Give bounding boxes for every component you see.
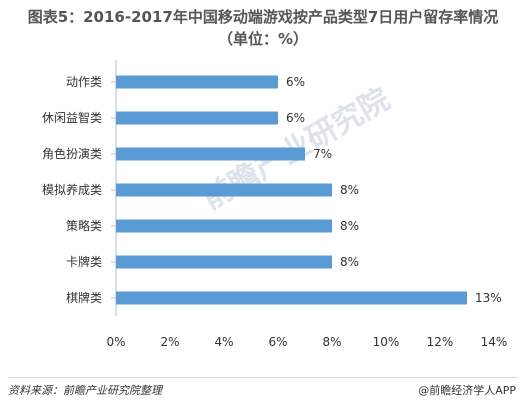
bar [116, 75, 278, 89]
bar [116, 183, 332, 197]
footer-brand: @前瞻经济学人APP [418, 384, 516, 397]
x-tick-label: 6% [268, 335, 287, 349]
bar-value-label: 13% [475, 291, 502, 305]
footer-divider [8, 377, 518, 378]
x-tick-label: 0% [106, 335, 125, 349]
bar-value-label: 8% [340, 219, 359, 233]
category-label: 角色扮演类 [42, 146, 102, 161]
category-label: 策略类 [66, 218, 102, 233]
x-tick-label: 4% [214, 335, 233, 349]
title-line-1: 图表5：2016-2017年中国移动端游戏按产品类型7日用户留存率情况 [27, 8, 499, 26]
bar-value-label: 6% [286, 75, 305, 89]
x-tick-label: 8% [322, 335, 341, 349]
bar-value-label: 7% [313, 147, 332, 161]
x-tick-label: 14% [481, 335, 508, 349]
category-label: 模拟养成类 [42, 182, 102, 197]
bar [116, 147, 305, 161]
bar [116, 291, 467, 305]
category-label: 动作类 [66, 75, 102, 89]
bar-value-label: 6% [286, 111, 305, 125]
chart-title: 图表5：2016-2017年中国移动端游戏按产品类型7日用户留存率情况 （单位：… [0, 6, 526, 50]
x-tick-label: 12% [427, 335, 454, 349]
bar [116, 111, 278, 125]
x-tick-label: 2% [160, 335, 179, 349]
bar [116, 255, 332, 269]
footer-source: 资料来源：前瞻产业研究院整理 [8, 384, 162, 397]
category-label: 棋牌类 [66, 291, 102, 305]
bar-value-label: 8% [340, 255, 359, 269]
bar [116, 219, 332, 233]
category-label: 休闲益智类 [42, 110, 102, 125]
title-line-2: （单位：%） [217, 30, 309, 48]
bar-chart: 前瞻产业研究院 动作类 6%休闲益智类 6%角色扮演类 7%模拟养成类 8%策略类 8%卡… [42, 60, 508, 349]
bar-value-label: 8% [340, 183, 359, 197]
x-tick-label: 10% [373, 335, 400, 349]
category-label: 卡牌类 [66, 255, 102, 269]
